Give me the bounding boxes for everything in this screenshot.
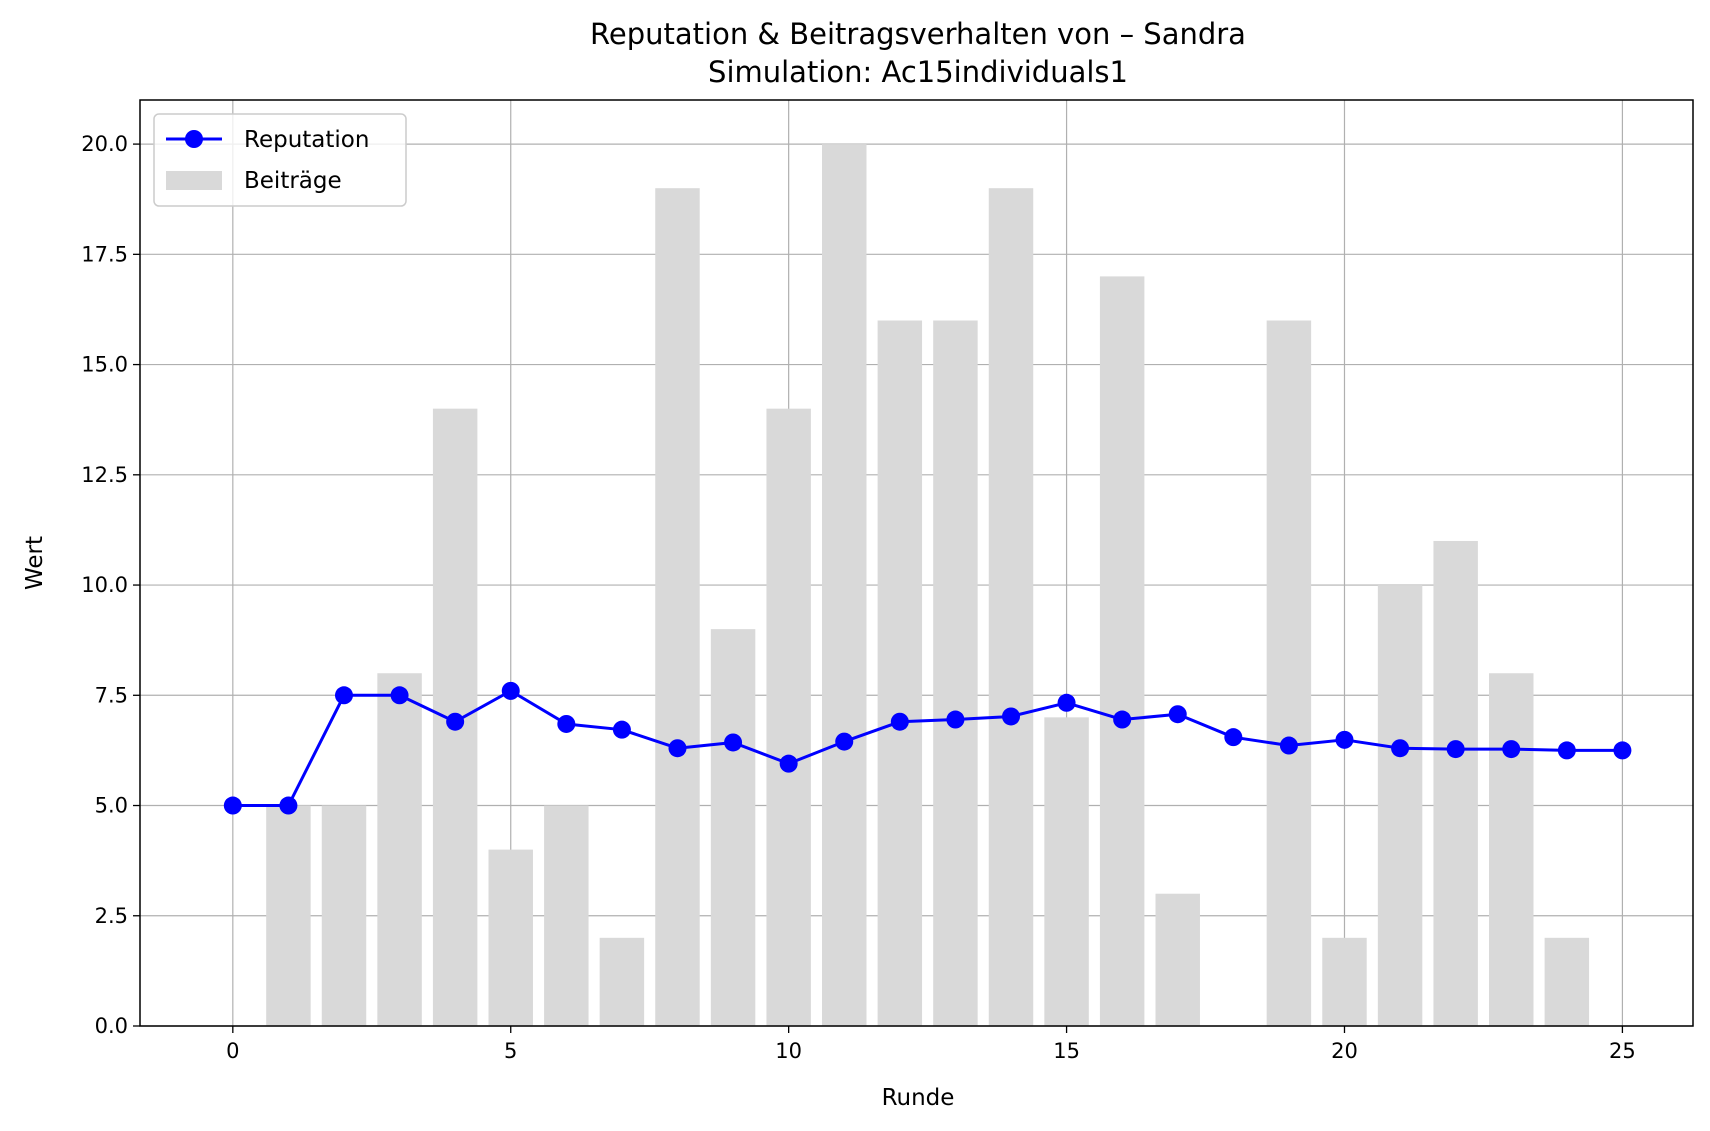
legend-reputation-label: Reputation (244, 127, 369, 153)
x-axis-ticks: 0 5 10 15 20 25 (226, 1026, 1636, 1063)
contribution-bar (599, 937, 645, 1026)
reputation-point (223, 796, 242, 815)
reputation-point (334, 686, 353, 705)
x-tick-label: 25 (1609, 1039, 1636, 1063)
contribution-bar (766, 408, 811, 1027)
y-tick-label: 20.0 (81, 132, 128, 156)
reputation-point (1391, 739, 1410, 758)
reputation-point (1279, 736, 1298, 755)
contribution-bar (488, 849, 533, 1026)
y-tick-label: 2.5 (95, 904, 128, 928)
reputation-point (724, 733, 743, 752)
reputation-point (1557, 741, 1576, 760)
reputation-point (835, 732, 854, 751)
contribution-bar (1489, 673, 1534, 1026)
y-tick-label: 0.0 (95, 1014, 128, 1038)
reputation-point (1613, 741, 1632, 760)
reputation-point (1113, 710, 1132, 729)
chart-title: Reputation & Beitragsverhalten von – San… (590, 17, 1246, 51)
contribution-bar (321, 805, 367, 1026)
contribution-bar (877, 320, 923, 1026)
line-layer (223, 681, 1632, 815)
contribution-bar (1322, 937, 1367, 1026)
y-tick-label: 17.5 (81, 242, 128, 266)
y-tick-label: 7.5 (95, 683, 128, 707)
chart-subtitle: Simulation: Ac15individuals1 (708, 55, 1128, 89)
reputation-point (446, 712, 465, 731)
contribution-bar (544, 805, 589, 1026)
reputation-point (779, 754, 798, 773)
x-tick-label: 0 (226, 1039, 239, 1063)
contribution-bar (1155, 893, 1200, 1026)
reputation-point (501, 681, 520, 700)
y-axis-ticks: 0.0 2.5 5.0 7.5 10.0 12.5 15.0 17.5 20.0 (81, 132, 140, 1038)
reputation-point (390, 686, 409, 705)
x-tick-label: 5 (504, 1039, 517, 1063)
contribution-bar (377, 673, 422, 1026)
contribution-bar (655, 188, 700, 1026)
reputation-point (557, 714, 576, 733)
y-axis-label: Wert (22, 536, 48, 590)
contribution-bar (988, 188, 1034, 1026)
legend-reputation-marker (185, 130, 203, 148)
reputation-point (1502, 740, 1521, 759)
contribution-bar (933, 320, 978, 1026)
reputation-point (1168, 705, 1187, 724)
reputation-point (946, 710, 965, 729)
y-tick-label: 15.0 (81, 353, 128, 377)
contribution-bar (266, 805, 311, 1026)
contribution-bar (1044, 717, 1089, 1026)
x-axis-label: Runde (882, 1085, 955, 1111)
x-tick-label: 10 (775, 1039, 802, 1063)
reputation-point (612, 720, 631, 739)
contribution-bar (710, 629, 756, 1026)
reputation-point (1335, 730, 1354, 749)
contribution-bar (1266, 320, 1312, 1026)
contribution-bar (1544, 937, 1590, 1026)
reputation-point (279, 796, 298, 815)
reputation-point (1057, 693, 1076, 712)
reputation-point (1224, 728, 1243, 747)
contribution-bar (822, 144, 867, 1027)
legend: Reputation Beiträge (153, 113, 407, 207)
x-tick-label: 20 (1331, 1039, 1358, 1063)
bars-layer (266, 144, 1590, 1027)
reputation-point (668, 739, 687, 758)
contribution-bar (1433, 540, 1478, 1026)
contribution-bar (1099, 276, 1145, 1026)
legend-beitraege-patch (166, 171, 222, 190)
reputation-point (1446, 740, 1465, 759)
reputation-point (1001, 707, 1020, 726)
legend-beitraege-label: Beiträge (244, 168, 342, 194)
y-tick-label: 5.0 (95, 794, 128, 818)
reputation-point (890, 712, 909, 731)
plot-frame (139, 99, 1694, 1027)
y-tick-label: 10.0 (81, 573, 128, 597)
reputation-line (232, 689, 1623, 808)
y-tick-label: 12.5 (81, 463, 128, 487)
contribution-bar (1377, 585, 1423, 1026)
x-tick-label: 15 (1053, 1039, 1080, 1063)
